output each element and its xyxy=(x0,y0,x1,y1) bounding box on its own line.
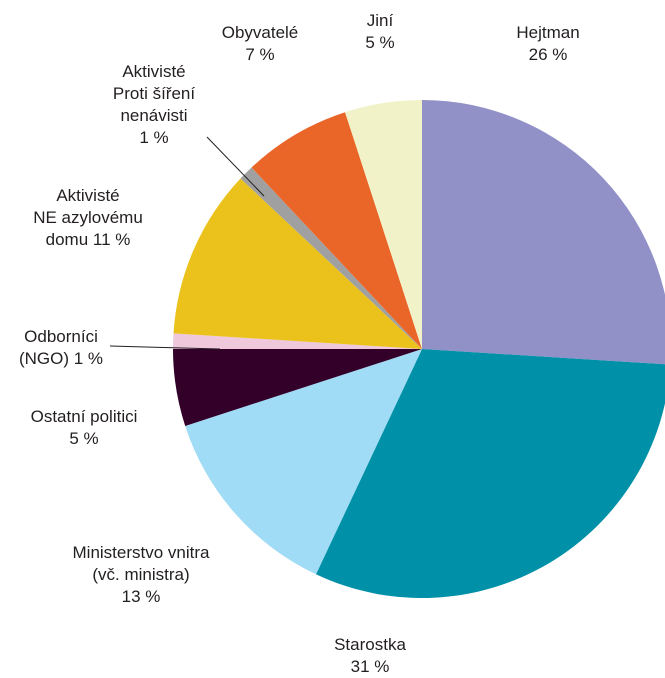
label-ostatni-politici: Ostatní politici 5 % xyxy=(4,406,164,450)
label-aktiviste-ne: Aktivisté NE azylovému domu 11 % xyxy=(20,185,156,251)
label-jini-value: 5 % xyxy=(365,33,395,52)
label-obyvatele-value: 7 % xyxy=(245,45,275,64)
label-odbornici-name: Odborníci xyxy=(24,327,98,346)
label-starostka: Starostka 31 % xyxy=(320,634,420,678)
label-starostka-name: Starostka xyxy=(334,635,406,654)
label-ministerstvo-line1: Ministerstvo vnitra xyxy=(72,543,210,562)
label-jini-name: Jiní xyxy=(366,11,394,30)
label-ministerstvo: Ministerstvo vnitra (vč. ministra) 13 % xyxy=(46,542,236,608)
label-ostatni-politici-value: 5 % xyxy=(69,429,99,448)
pie-slice-3 xyxy=(173,349,422,426)
label-ostatni-politici-name: Ostatní politici xyxy=(30,407,138,426)
label-hejtman-name: Hejtman xyxy=(516,23,580,42)
label-aktiviste-ne-line3: domu 11 % xyxy=(45,230,131,249)
pie-slice-1 xyxy=(315,349,665,598)
label-aktiviste-ne-line1: Aktivisté xyxy=(56,186,120,205)
pie-slice-5 xyxy=(173,178,422,349)
label-hejtman-value: 26 % xyxy=(528,45,568,64)
label-obyvatele: Obyvatelé 7 % xyxy=(206,22,314,66)
pie-slice-2 xyxy=(185,349,422,575)
leader-line-aktiviste-proti xyxy=(206,136,265,197)
leader-line-odbornici xyxy=(109,345,221,350)
label-hejtman: Hejtman 26 % xyxy=(500,22,596,66)
label-odbornici: Odborníci (NGO) 1 % xyxy=(0,326,122,370)
pie-slices xyxy=(173,100,665,598)
label-aktiviste-ne-line2: NE azylovému xyxy=(33,208,143,227)
pie-slice-8 xyxy=(345,100,422,349)
label-starostka-value: 31 % xyxy=(350,657,390,676)
label-odbornici-value: (NGO) 1 % xyxy=(18,349,104,368)
pie-slice-6 xyxy=(240,167,422,349)
pie-slice-7 xyxy=(251,112,422,349)
label-aktiviste-proti-line2: Proti šíření xyxy=(112,84,196,103)
label-aktiviste-proti-line1: Aktivisté xyxy=(122,62,186,81)
label-aktiviste-proti-value: 1 % xyxy=(139,128,169,147)
label-ministerstvo-line2: (vč. ministra) xyxy=(92,565,190,584)
pie-slice-4 xyxy=(173,333,422,349)
label-ministerstvo-value: 13 % xyxy=(121,587,161,606)
label-aktiviste-proti-line3: nenávisti xyxy=(120,106,188,125)
label-obyvatele-name: Obyvatelé xyxy=(221,23,299,42)
label-jini: Jiní 5 % xyxy=(350,10,410,54)
pie-slice-0 xyxy=(422,100,665,365)
label-aktiviste-proti: Aktivisté Proti šíření nenávisti 1 % xyxy=(98,61,210,149)
